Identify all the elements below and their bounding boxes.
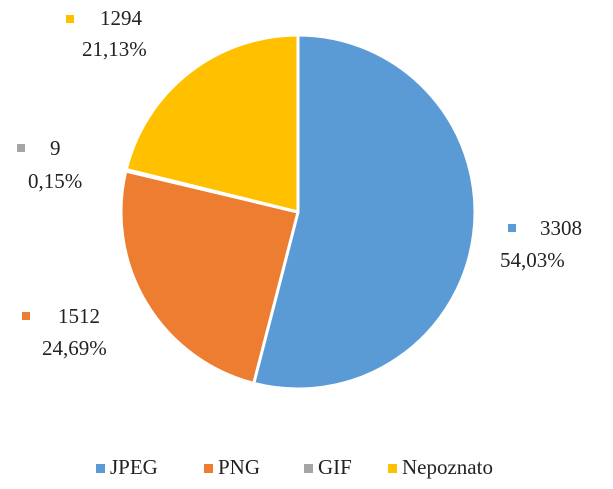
legend-label: GIF (318, 455, 352, 479)
label-swatch (22, 312, 30, 320)
label-swatch (508, 224, 516, 232)
data-label-percent: 0,15% (28, 169, 82, 193)
data-label-percent: 24,69% (42, 336, 107, 360)
data-label-value: 1294 (100, 6, 143, 30)
legend-label: Nepoznato (402, 455, 493, 479)
legend-swatch (388, 464, 397, 473)
label-swatch (17, 144, 25, 152)
data-label-value: 1512 (58, 304, 100, 328)
data-label-percent: 54,03% (500, 248, 565, 272)
pie-slice (119, 169, 300, 385)
data-label-value: 3308 (540, 216, 582, 240)
legend-swatch (204, 464, 213, 473)
label-swatch (66, 15, 74, 23)
legend-label: JPEG (110, 455, 158, 479)
legend-label: PNG (218, 455, 260, 479)
data-label-value: 9 (50, 136, 61, 160)
pie-slice (252, 33, 477, 391)
pie-slice (124, 33, 300, 214)
legend-swatch (96, 464, 105, 473)
data-label-percent: 21,13% (82, 37, 147, 61)
legend-swatch (304, 464, 313, 473)
